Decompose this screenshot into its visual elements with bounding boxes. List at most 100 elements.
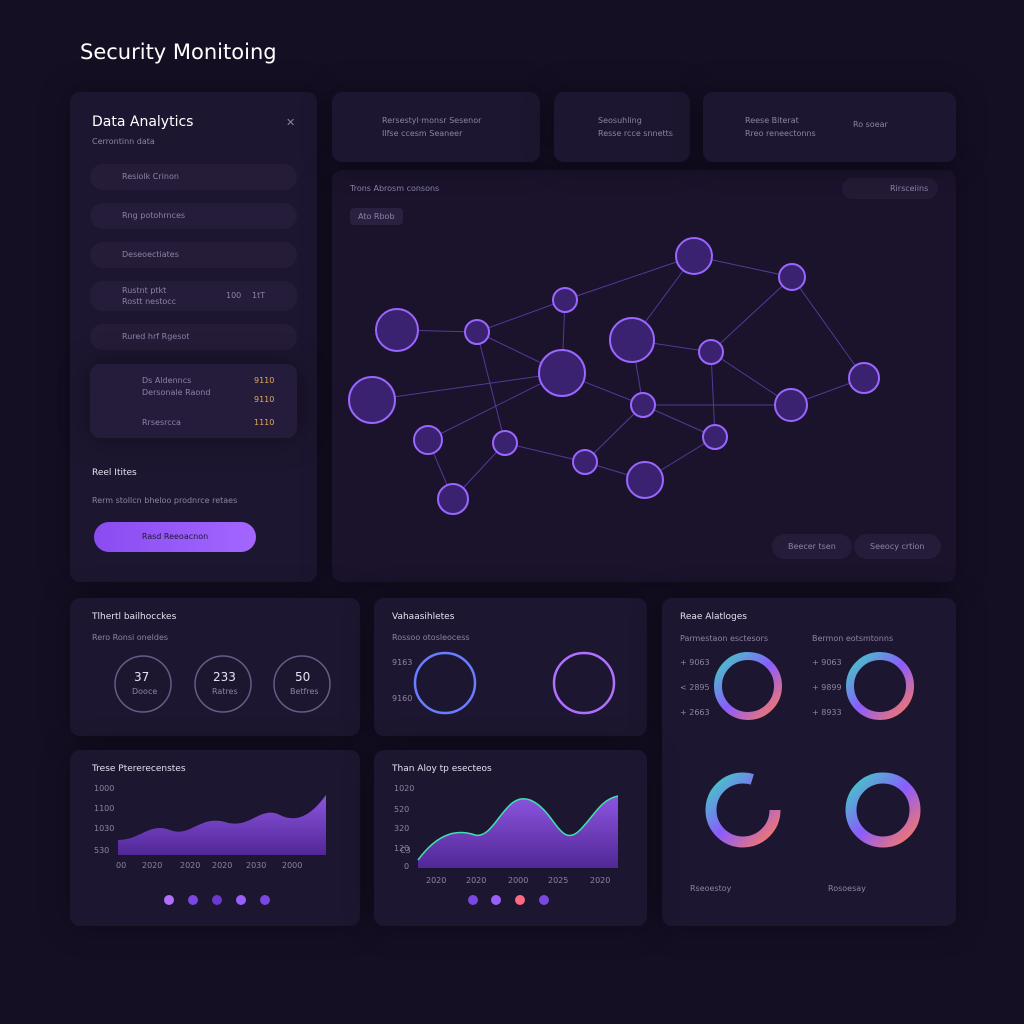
top-card: Seosuhling Resse rcce snnetts <box>554 92 690 162</box>
card-value: 9110 <box>254 395 275 404</box>
footer-label: Rosoesay <box>828 884 866 893</box>
x-tick-label: 2020 <box>142 861 163 870</box>
section-title: Reel Itites <box>92 468 137 478</box>
card-sub: Rreo reneectonns <box>745 129 816 138</box>
gauge-panel: Vahaasihletes Rossoo otosleocess 9163 91… <box>374 598 647 736</box>
stat-value: 97 <box>578 670 594 684</box>
stat-value: 8 <box>441 670 449 684</box>
search-label[interactable]: Ro soear <box>853 120 888 129</box>
card-label: Ds Aldenncs <box>142 376 192 385</box>
menu-label: Rured hrf Rgesot <box>122 332 190 341</box>
y-tick-label: 1000 <box>94 784 115 793</box>
stats-panel: Tlhertl bailhocckes Rero Ronsi oneldes 3… <box>70 598 360 736</box>
footer-label: Rseoestoy <box>690 884 732 893</box>
summary-card: Ds Aldenncs 9110 Dersonale Raond 9110 Rr… <box>90 364 297 438</box>
stat-value: 50 <box>295 670 311 684</box>
y-tick-label: 0 <box>404 862 410 871</box>
panel-sub: Rero Ronsi oneldes <box>92 633 169 642</box>
menu-item[interactable]: Rng potohrnces <box>90 203 297 229</box>
menu-sub: Rostt nestocc <box>122 297 177 306</box>
menu-label: Rng potohrnces <box>122 211 186 220</box>
axis-label: + 9063 <box>680 658 710 667</box>
page-title: Security Monitoing <box>80 40 277 64</box>
x-tick-label: 2030 <box>246 861 267 870</box>
y-tick-label: 120 <box>394 844 410 853</box>
card-title: Rersestyl·monsr Sesenor <box>382 116 482 125</box>
x-tick-label: 2020 <box>466 876 487 885</box>
section-note: Rerm stollcn bheloo prodnrce retaes <box>92 496 238 505</box>
map-badge: Ato Rbob <box>350 208 403 225</box>
y-tick-label: C3 <box>400 846 411 855</box>
x-tick-label: 00 <box>116 861 127 870</box>
menu-value: 100 <box>226 291 242 300</box>
y-tick-label: 1100 <box>94 804 115 813</box>
card-value: 9110 <box>254 376 275 385</box>
stat-label: Rasretaes <box>430 687 470 696</box>
area-panel: Than Aloy tp esecteos 1020 520 320 120 C… <box>374 750 647 926</box>
axis-label: + 8933 <box>812 708 842 717</box>
stat-value: 233 <box>213 670 236 684</box>
card-title: Seosuhling <box>598 116 642 125</box>
card-sub: Ilfse ccesm Seaneer <box>382 129 463 138</box>
sidebar-subtitle: Cerrontinn data <box>92 137 155 146</box>
panel-sub: Parmestaon esctesors <box>680 634 769 643</box>
card-sub: Resse rcce snnetts <box>598 129 673 138</box>
map-title: Trons Abrosm consons <box>350 184 440 193</box>
x-tick-label: 2020 <box>180 861 201 870</box>
menu-item[interactable]: Rured hrf Rgesot <box>90 324 297 350</box>
menu-label: Resiolk Crinon <box>122 172 179 181</box>
stat-label: Dooce <box>132 687 158 696</box>
axis-label: + 2663 <box>680 708 710 717</box>
y-tick-label: 320 <box>394 824 410 833</box>
map-button[interactable]: Beecer tsen <box>772 534 852 559</box>
top-card: Reese Biterat Rreo reneectonns Ro soear <box>703 92 956 162</box>
ring-panel: Reae Alatloges Parmestaon esctesors Berm… <box>662 598 956 926</box>
panel-sub: Rossoo otosleocess <box>392 633 470 642</box>
card-title: Reese Biterat <box>745 116 799 125</box>
y-tick-label: 530 <box>94 846 110 855</box>
x-tick-label: 2020 <box>212 861 233 870</box>
axis-label: + 9899 <box>812 683 842 692</box>
card-label: Rrsesrcca <box>142 418 181 427</box>
close-icon[interactable]: ✕ <box>286 116 296 129</box>
x-tick-label: 2020 <box>426 876 447 885</box>
stat-label: Ratres <box>212 687 238 696</box>
y-tick-label: 520 <box>394 805 410 814</box>
menu-value: 1tT <box>252 291 266 300</box>
primary-button[interactable]: Rasd Reeoacnon <box>94 522 256 552</box>
menu-item[interactable]: Deseoectiates <box>90 242 297 268</box>
card-label: Dersonale Raond <box>142 388 211 397</box>
axis-label: + 9063 <box>812 658 842 667</box>
map-panel: Trons Abrosm consons Ato Rbob Rirsceiins… <box>332 170 956 582</box>
y-tick-label: 1020 <box>394 784 415 793</box>
x-tick-label: 2000 <box>508 876 529 885</box>
axis-label: < 2895 <box>680 683 710 692</box>
panel-title: Vahaasihletes <box>392 612 455 622</box>
panel-title: Trese Ptererecenstes <box>92 764 186 774</box>
sidebar-title: Data Analytics <box>92 114 194 130</box>
menu-item[interactable]: Resiolk Crinon <box>90 164 297 190</box>
area-panel: Trese Ptererecenstes 1000 1100 1030 530 … <box>70 750 360 926</box>
stat-label: Vdterais <box>570 687 604 696</box>
axis-label: 9163 <box>392 658 413 667</box>
stat-value: 37 <box>134 670 150 684</box>
map-legend: Rirsceiins <box>842 178 939 199</box>
sidebar: Data Analytics ✕ Cerrontinn data Resiolk… <box>70 92 317 582</box>
x-tick-label: 2000 <box>282 861 303 870</box>
panel-sub: Bermon eotsmtonns <box>812 634 894 643</box>
stat-label: Betfres <box>290 687 319 696</box>
menu-item[interactable]: Rustnt ptkt Rostt nestocc 100 1tT <box>90 281 297 311</box>
menu-label: Rustnt ptkt <box>122 286 167 295</box>
x-tick-label: 2025 <box>548 876 569 885</box>
panel-title: Tlhertl bailhocckes <box>92 612 177 622</box>
menu-label: Deseoectiates <box>122 250 179 259</box>
map-button[interactable]: Seeocy crtion <box>854 534 941 559</box>
x-tick-label: 2020 <box>590 876 611 885</box>
card-value: 1110 <box>254 418 275 427</box>
panel-title: Reae Alatloges <box>680 612 747 622</box>
top-card: Rersestyl·monsr Sesenor Ilfse ccesm Sean… <box>332 92 540 162</box>
axis-label: 9160 <box>392 694 413 703</box>
panel-title: Than Aloy tp esecteos <box>392 764 492 774</box>
